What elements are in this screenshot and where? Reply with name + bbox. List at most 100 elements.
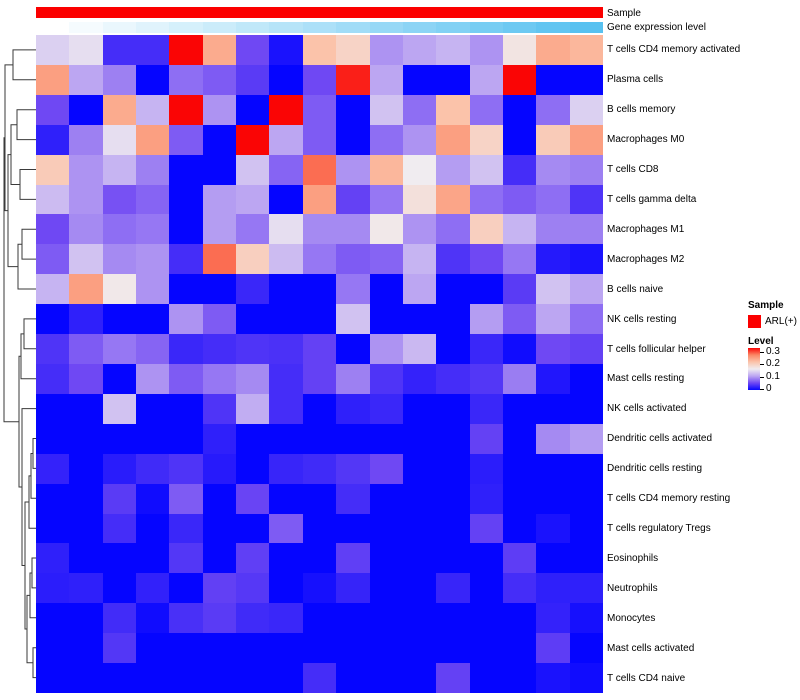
heatmap-cell xyxy=(569,274,603,305)
heatmap-cell xyxy=(469,513,503,544)
heatmap-cell xyxy=(169,274,203,305)
heatmap-cell xyxy=(102,603,137,634)
heatmap-cell xyxy=(169,663,203,693)
legend-level-tick-label: 0 xyxy=(766,383,772,394)
heatmap-cell xyxy=(36,274,70,305)
legend-level-tick-label: 0.2 xyxy=(766,358,780,370)
heatmap-cell xyxy=(269,184,303,215)
heatmap-cell xyxy=(402,393,437,424)
heatmap-cell xyxy=(436,274,470,305)
row-label: Mast cells resting xyxy=(607,373,685,385)
heatmap-cell xyxy=(469,603,503,634)
heatmap-cell xyxy=(236,393,270,424)
heatmap-cell xyxy=(269,274,303,305)
annotation-cell-sample xyxy=(502,7,537,18)
heatmap-cell xyxy=(102,453,137,484)
row-label: T cells follicular helper xyxy=(607,343,706,355)
annotation-cell-sample xyxy=(336,7,370,18)
annotation-cell-gene-expression xyxy=(169,21,203,33)
row-label: T cells CD4 naive xyxy=(607,672,686,684)
heatmap-cell xyxy=(36,244,70,275)
heatmap-cell xyxy=(169,124,203,155)
heatmap-cell xyxy=(502,663,537,693)
legend-level-tickmark xyxy=(760,389,764,390)
heatmap-cell xyxy=(569,363,603,394)
heatmap-cell xyxy=(136,453,170,484)
heatmap-cell xyxy=(69,184,103,215)
heatmap-cell xyxy=(36,214,70,245)
legend-sample-swatch xyxy=(748,315,761,328)
heatmap-cell xyxy=(436,334,470,364)
heatmap-cell xyxy=(436,214,470,245)
heatmap-cell xyxy=(569,184,603,215)
heatmap-cell xyxy=(236,35,270,65)
heatmap-cell xyxy=(569,154,603,185)
heatmap-cell xyxy=(569,393,603,424)
heatmap-cell xyxy=(236,274,270,305)
heatmap-cell xyxy=(169,214,203,245)
heatmap-cell xyxy=(336,453,370,484)
heatmap-cell xyxy=(402,363,437,394)
heatmap-cell xyxy=(36,423,70,454)
heatmap-cell xyxy=(236,334,270,364)
heatmap-cell xyxy=(136,513,170,544)
heatmap-cell xyxy=(69,423,103,454)
heatmap-cell xyxy=(269,453,303,484)
heatmap-cell xyxy=(102,363,137,394)
heatmap-cell xyxy=(369,363,403,394)
heatmap-cell xyxy=(402,334,437,364)
heatmap-cell xyxy=(402,244,437,275)
heatmap-cell xyxy=(169,94,203,125)
heatmap-cell xyxy=(69,304,103,335)
heatmap-cell xyxy=(336,94,370,125)
heatmap-cell xyxy=(502,483,537,514)
heatmap-cell xyxy=(269,124,303,155)
annotation-cell-gene-expression xyxy=(436,21,470,33)
heatmap-cell xyxy=(369,663,403,693)
heatmap-cell xyxy=(436,304,470,335)
heatmap-cell xyxy=(169,244,203,275)
heatmap-cell xyxy=(502,94,537,125)
legend-level-tickmark xyxy=(760,352,764,353)
heatmap-cell xyxy=(469,543,503,574)
heatmap-cell xyxy=(369,64,403,95)
heatmap-cell xyxy=(502,124,537,155)
heatmap-cell xyxy=(402,603,437,634)
heatmap-cell xyxy=(336,35,370,65)
row-label: Dendritic cells resting xyxy=(607,463,703,475)
heatmap-cell xyxy=(202,274,237,305)
heatmap-cell xyxy=(502,184,537,215)
annotation-cell-sample xyxy=(69,7,103,18)
heatmap-cell xyxy=(69,483,103,514)
heatmap-cell xyxy=(136,423,170,454)
heatmap-cell xyxy=(269,573,303,604)
heatmap-cell xyxy=(302,334,337,364)
annotation-cell-gene-expression xyxy=(402,21,437,33)
heatmap-cell xyxy=(502,214,537,245)
heatmap-cell xyxy=(102,513,137,544)
heatmap-cell xyxy=(369,573,403,604)
heatmap-cell xyxy=(436,94,470,125)
heatmap-grid xyxy=(36,35,603,693)
heatmap-cell xyxy=(202,663,237,693)
annotation-cell-gene-expression xyxy=(302,21,337,33)
heatmap-cell xyxy=(269,633,303,664)
heatmap-cell xyxy=(402,543,437,574)
legend-sample-title: Sample xyxy=(748,300,784,311)
heatmap-cell xyxy=(302,393,337,424)
heatmap-cell xyxy=(69,663,103,693)
heatmap-cell xyxy=(169,453,203,484)
heatmap-cell xyxy=(236,453,270,484)
heatmap-cell xyxy=(402,184,437,215)
heatmap-cell xyxy=(169,304,203,335)
heatmap-cell xyxy=(536,453,570,484)
heatmap-cell xyxy=(502,244,537,275)
heatmap-cell xyxy=(136,363,170,394)
heatmap-cell xyxy=(36,393,70,424)
heatmap-cell xyxy=(502,453,537,484)
heatmap-cell xyxy=(536,393,570,424)
heatmap-cell xyxy=(436,543,470,574)
heatmap-cell xyxy=(202,214,237,245)
heatmap-cell xyxy=(102,154,137,185)
heatmap-cell xyxy=(502,573,537,604)
